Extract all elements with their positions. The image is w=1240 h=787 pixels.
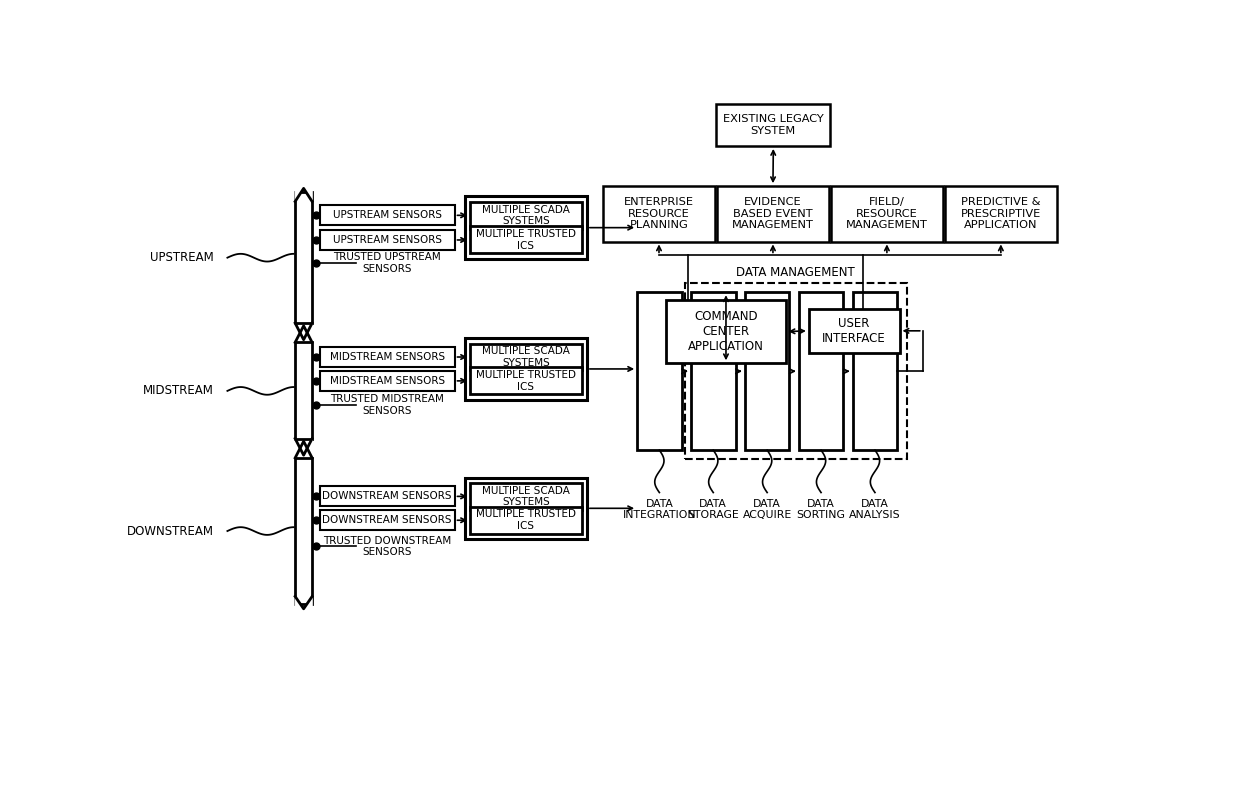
Text: DOWNSTREAM SENSORS: DOWNSTREAM SENSORS bbox=[322, 515, 451, 525]
Text: MULTIPLE SCADA
SYSTEMS: MULTIPLE SCADA SYSTEMS bbox=[482, 486, 569, 507]
Text: DATA
ACQUIRE: DATA ACQUIRE bbox=[743, 499, 792, 520]
Bar bbox=[295, 192, 312, 323]
Text: DATA
STORAGE: DATA STORAGE bbox=[687, 499, 739, 520]
Bar bbox=[945, 186, 1056, 242]
Bar bbox=[603, 186, 714, 242]
Polygon shape bbox=[295, 323, 312, 342]
Text: MIDSTREAM: MIDSTREAM bbox=[143, 384, 213, 397]
Bar bbox=[745, 292, 790, 450]
Bar bbox=[691, 292, 735, 450]
Text: UPSTREAM SENSORS: UPSTREAM SENSORS bbox=[332, 235, 441, 245]
Bar bbox=[320, 510, 455, 530]
Text: DATA
SORTING: DATA SORTING bbox=[796, 499, 846, 520]
Bar bbox=[666, 300, 786, 363]
Text: USER
INTERFACE: USER INTERFACE bbox=[822, 317, 887, 345]
Text: TRUSTED UPSTREAM
SENSORS: TRUSTED UPSTREAM SENSORS bbox=[334, 253, 441, 274]
Text: MIDSTREAM SENSORS: MIDSTREAM SENSORS bbox=[330, 352, 445, 362]
Bar bbox=[465, 478, 587, 539]
Bar bbox=[470, 368, 582, 394]
Polygon shape bbox=[295, 597, 312, 611]
Text: MULTIPLE SCADA
SYSTEMS: MULTIPLE SCADA SYSTEMS bbox=[482, 205, 569, 226]
Bar bbox=[717, 104, 831, 146]
Bar bbox=[853, 292, 898, 450]
Bar bbox=[470, 344, 582, 371]
Bar bbox=[295, 342, 312, 438]
Bar bbox=[470, 507, 582, 534]
Text: TRUSTED MIDSTREAM
SENSORS: TRUSTED MIDSTREAM SENSORS bbox=[330, 394, 444, 416]
Polygon shape bbox=[295, 186, 312, 201]
Text: DOWNSTREAM: DOWNSTREAM bbox=[126, 524, 213, 538]
Text: ENTERPRISE
RESOURCE
PLANNING: ENTERPRISE RESOURCE PLANNING bbox=[624, 198, 694, 231]
Text: MULTIPLE TRUSTED
ICS: MULTIPLE TRUSTED ICS bbox=[476, 229, 575, 251]
Text: DATA MANAGEMENT: DATA MANAGEMENT bbox=[737, 266, 856, 279]
Bar bbox=[320, 371, 455, 391]
Bar bbox=[808, 309, 899, 353]
Text: UPSTREAM SENSORS: UPSTREAM SENSORS bbox=[332, 210, 441, 220]
Bar bbox=[320, 347, 455, 367]
Text: DOWNSTREAM SENSORS: DOWNSTREAM SENSORS bbox=[322, 491, 451, 501]
Bar bbox=[465, 338, 587, 400]
Bar bbox=[470, 483, 582, 510]
Bar bbox=[637, 292, 682, 450]
Text: MULTIPLE SCADA
SYSTEMS: MULTIPLE SCADA SYSTEMS bbox=[482, 346, 569, 368]
Text: DATA
INTEGRATION: DATA INTEGRATION bbox=[622, 499, 696, 520]
Bar bbox=[320, 486, 455, 506]
Bar bbox=[320, 205, 455, 225]
Bar bbox=[799, 292, 843, 450]
Bar bbox=[470, 227, 582, 253]
Bar bbox=[831, 186, 942, 242]
Text: UPSTREAM: UPSTREAM bbox=[150, 251, 213, 264]
Text: MULTIPLE TRUSTED
ICS: MULTIPLE TRUSTED ICS bbox=[476, 509, 575, 531]
Text: MULTIPLE TRUSTED
ICS: MULTIPLE TRUSTED ICS bbox=[476, 370, 575, 392]
Text: EVIDENCE
BASED EVENT
MANAGEMENT: EVIDENCE BASED EVENT MANAGEMENT bbox=[732, 198, 813, 231]
Bar bbox=[684, 283, 906, 460]
Bar bbox=[717, 186, 828, 242]
Text: COMMAND
CENTER
APPLICATION: COMMAND CENTER APPLICATION bbox=[688, 310, 764, 353]
Bar bbox=[295, 458, 312, 604]
Bar bbox=[320, 230, 455, 250]
Text: DATA
ANALYSIS: DATA ANALYSIS bbox=[849, 499, 900, 520]
Text: FIELD/
RESOURCE
MANAGEMENT: FIELD/ RESOURCE MANAGEMENT bbox=[846, 198, 928, 231]
Text: TRUSTED DOWNSTREAM
SENSORS: TRUSTED DOWNSTREAM SENSORS bbox=[324, 536, 451, 557]
Bar bbox=[465, 197, 587, 259]
Text: EXISTING LEGACY
SYSTEM: EXISTING LEGACY SYSTEM bbox=[723, 114, 823, 135]
Text: PREDICTIVE &
PRESCRIPTIVE
APPLICATION: PREDICTIVE & PRESCRIPTIVE APPLICATION bbox=[961, 198, 1042, 231]
Bar bbox=[470, 201, 582, 229]
Text: MIDSTREAM SENSORS: MIDSTREAM SENSORS bbox=[330, 376, 445, 386]
Polygon shape bbox=[295, 438, 312, 458]
